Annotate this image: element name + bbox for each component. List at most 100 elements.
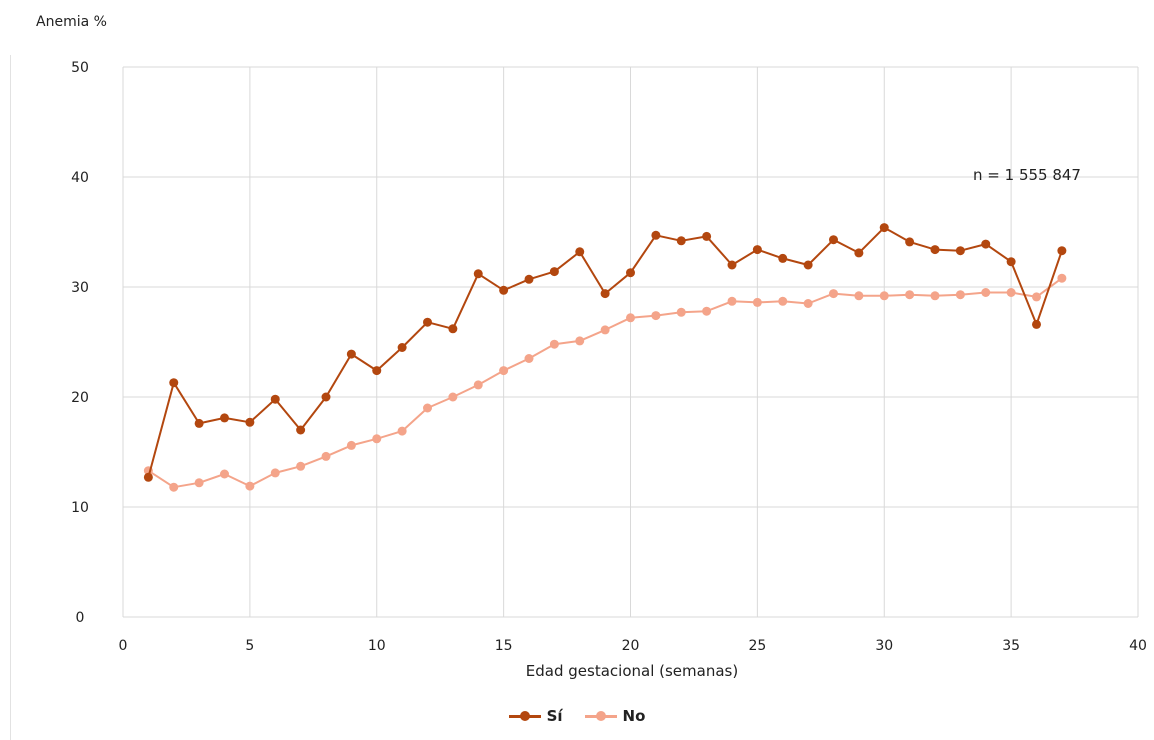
data-point-si: [905, 237, 915, 247]
legend-label-si: Sí: [546, 707, 563, 725]
data-point-no: [296, 461, 306, 471]
data-point-no: [854, 291, 864, 301]
data-point-si: [981, 239, 991, 249]
x-tick-label: 25: [748, 638, 766, 654]
data-point-no: [955, 290, 965, 300]
data-point-si: [346, 349, 356, 359]
data-point-si: [448, 324, 458, 334]
data-point-no: [803, 299, 813, 308]
data-point-no: [169, 482, 179, 492]
data-point-si: [829, 235, 838, 245]
data-point-si: [676, 236, 686, 246]
data-point-no: [397, 426, 407, 436]
data-point-no: [321, 451, 331, 461]
data-point-si: [930, 245, 940, 255]
data-point-si: [1057, 246, 1067, 256]
data-point-no: [423, 403, 432, 413]
sample-size-annotation: n = 1 555 847: [973, 166, 1081, 184]
data-point-si: [397, 343, 407, 352]
y-tick-labels: 0 10 20 30 40 50: [71, 60, 89, 626]
x-tick-labels: 0 5 10 15 20 25 30 35 40: [119, 638, 1147, 654]
data-point-no: [651, 311, 661, 321]
data-point-no: [194, 478, 204, 488]
y-tick-label: 20: [71, 390, 89, 406]
data-point-no: [905, 290, 915, 300]
data-point-no: [499, 366, 509, 376]
data-point-si: [321, 392, 331, 402]
x-tick-label: 30: [875, 638, 893, 654]
data-point-no: [346, 440, 356, 450]
data-point-no: [575, 336, 585, 346]
data-point-no: [524, 354, 534, 363]
data-point-si: [955, 246, 965, 256]
data-point-si: [626, 268, 635, 278]
y-tick-label: 40: [71, 170, 89, 186]
x-tick-label: 15: [495, 638, 513, 654]
data-point-no: [930, 291, 940, 301]
data-point-si: [473, 269, 483, 279]
data-point-no: [1032, 292, 1041, 302]
data-point-no: [727, 296, 737, 306]
data-point-si: [575, 247, 585, 257]
data-point-si: [194, 418, 204, 428]
data-point-si: [499, 285, 509, 295]
data-point-no: [752, 297, 762, 307]
data-point-no: [626, 313, 635, 323]
data-point-si: [854, 248, 864, 258]
y-axis-label: Anemia %: [36, 14, 107, 30]
data-point-no: [372, 434, 382, 444]
data-point-no: [676, 307, 686, 317]
grid-lines: [122, 66, 1139, 618]
x-tick-label: 10: [368, 638, 386, 654]
data-point-si: [879, 223, 889, 233]
legend: Sí No: [0, 707, 1154, 725]
y-tick-label: 10: [71, 500, 89, 516]
legend-label-no: No: [622, 707, 646, 725]
data-point-no: [1006, 288, 1016, 297]
data-point-no: [220, 469, 229, 479]
data-point-si: [702, 231, 712, 241]
left-border-rule: [10, 55, 11, 740]
x-tick-label: 35: [1002, 638, 1020, 654]
x-tick-label: 40: [1129, 638, 1147, 654]
data-point-no: [879, 291, 889, 301]
data-point-si: [423, 317, 432, 327]
series-line-si: [147, 226, 1063, 478]
data-point-no: [549, 339, 559, 349]
x-axis-label: Edad gestacional (semanas): [526, 662, 738, 680]
data-point-no: [981, 288, 991, 297]
data-point-si: [803, 260, 813, 270]
series-group: [143, 223, 1067, 492]
data-point-si: [270, 394, 280, 404]
data-point-si: [1006, 257, 1016, 267]
data-point-si: [727, 260, 737, 270]
data-point-si: [600, 289, 610, 299]
data-point-no: [448, 392, 458, 402]
data-point-si: [372, 366, 382, 376]
data-point-si: [296, 425, 306, 435]
data-point-no: [778, 296, 788, 306]
series-line-no: [147, 277, 1063, 489]
y-tick-label: 30: [71, 280, 89, 296]
x-tick-label: 20: [622, 638, 640, 654]
data-point-si: [549, 267, 559, 277]
data-point-no: [702, 306, 712, 316]
data-point-no: [473, 380, 483, 390]
data-point-si: [651, 230, 661, 240]
y-tick-label: 50: [71, 60, 89, 76]
data-point-si: [1032, 319, 1041, 329]
data-point-no: [245, 481, 255, 491]
y-tick-label: 0: [76, 610, 85, 626]
x-tick-label: 0: [119, 638, 128, 654]
data-point-si: [143, 472, 153, 482]
legend-swatch-si: [508, 710, 541, 722]
data-point-no: [270, 468, 280, 478]
data-point-si: [245, 417, 255, 427]
data-point-si: [220, 413, 229, 423]
x-tick-label: 5: [245, 638, 254, 654]
data-point-si: [169, 378, 179, 388]
legend-item-si: Sí: [508, 707, 563, 725]
legend-item-no: No: [584, 707, 646, 725]
data-point-no: [829, 289, 838, 299]
